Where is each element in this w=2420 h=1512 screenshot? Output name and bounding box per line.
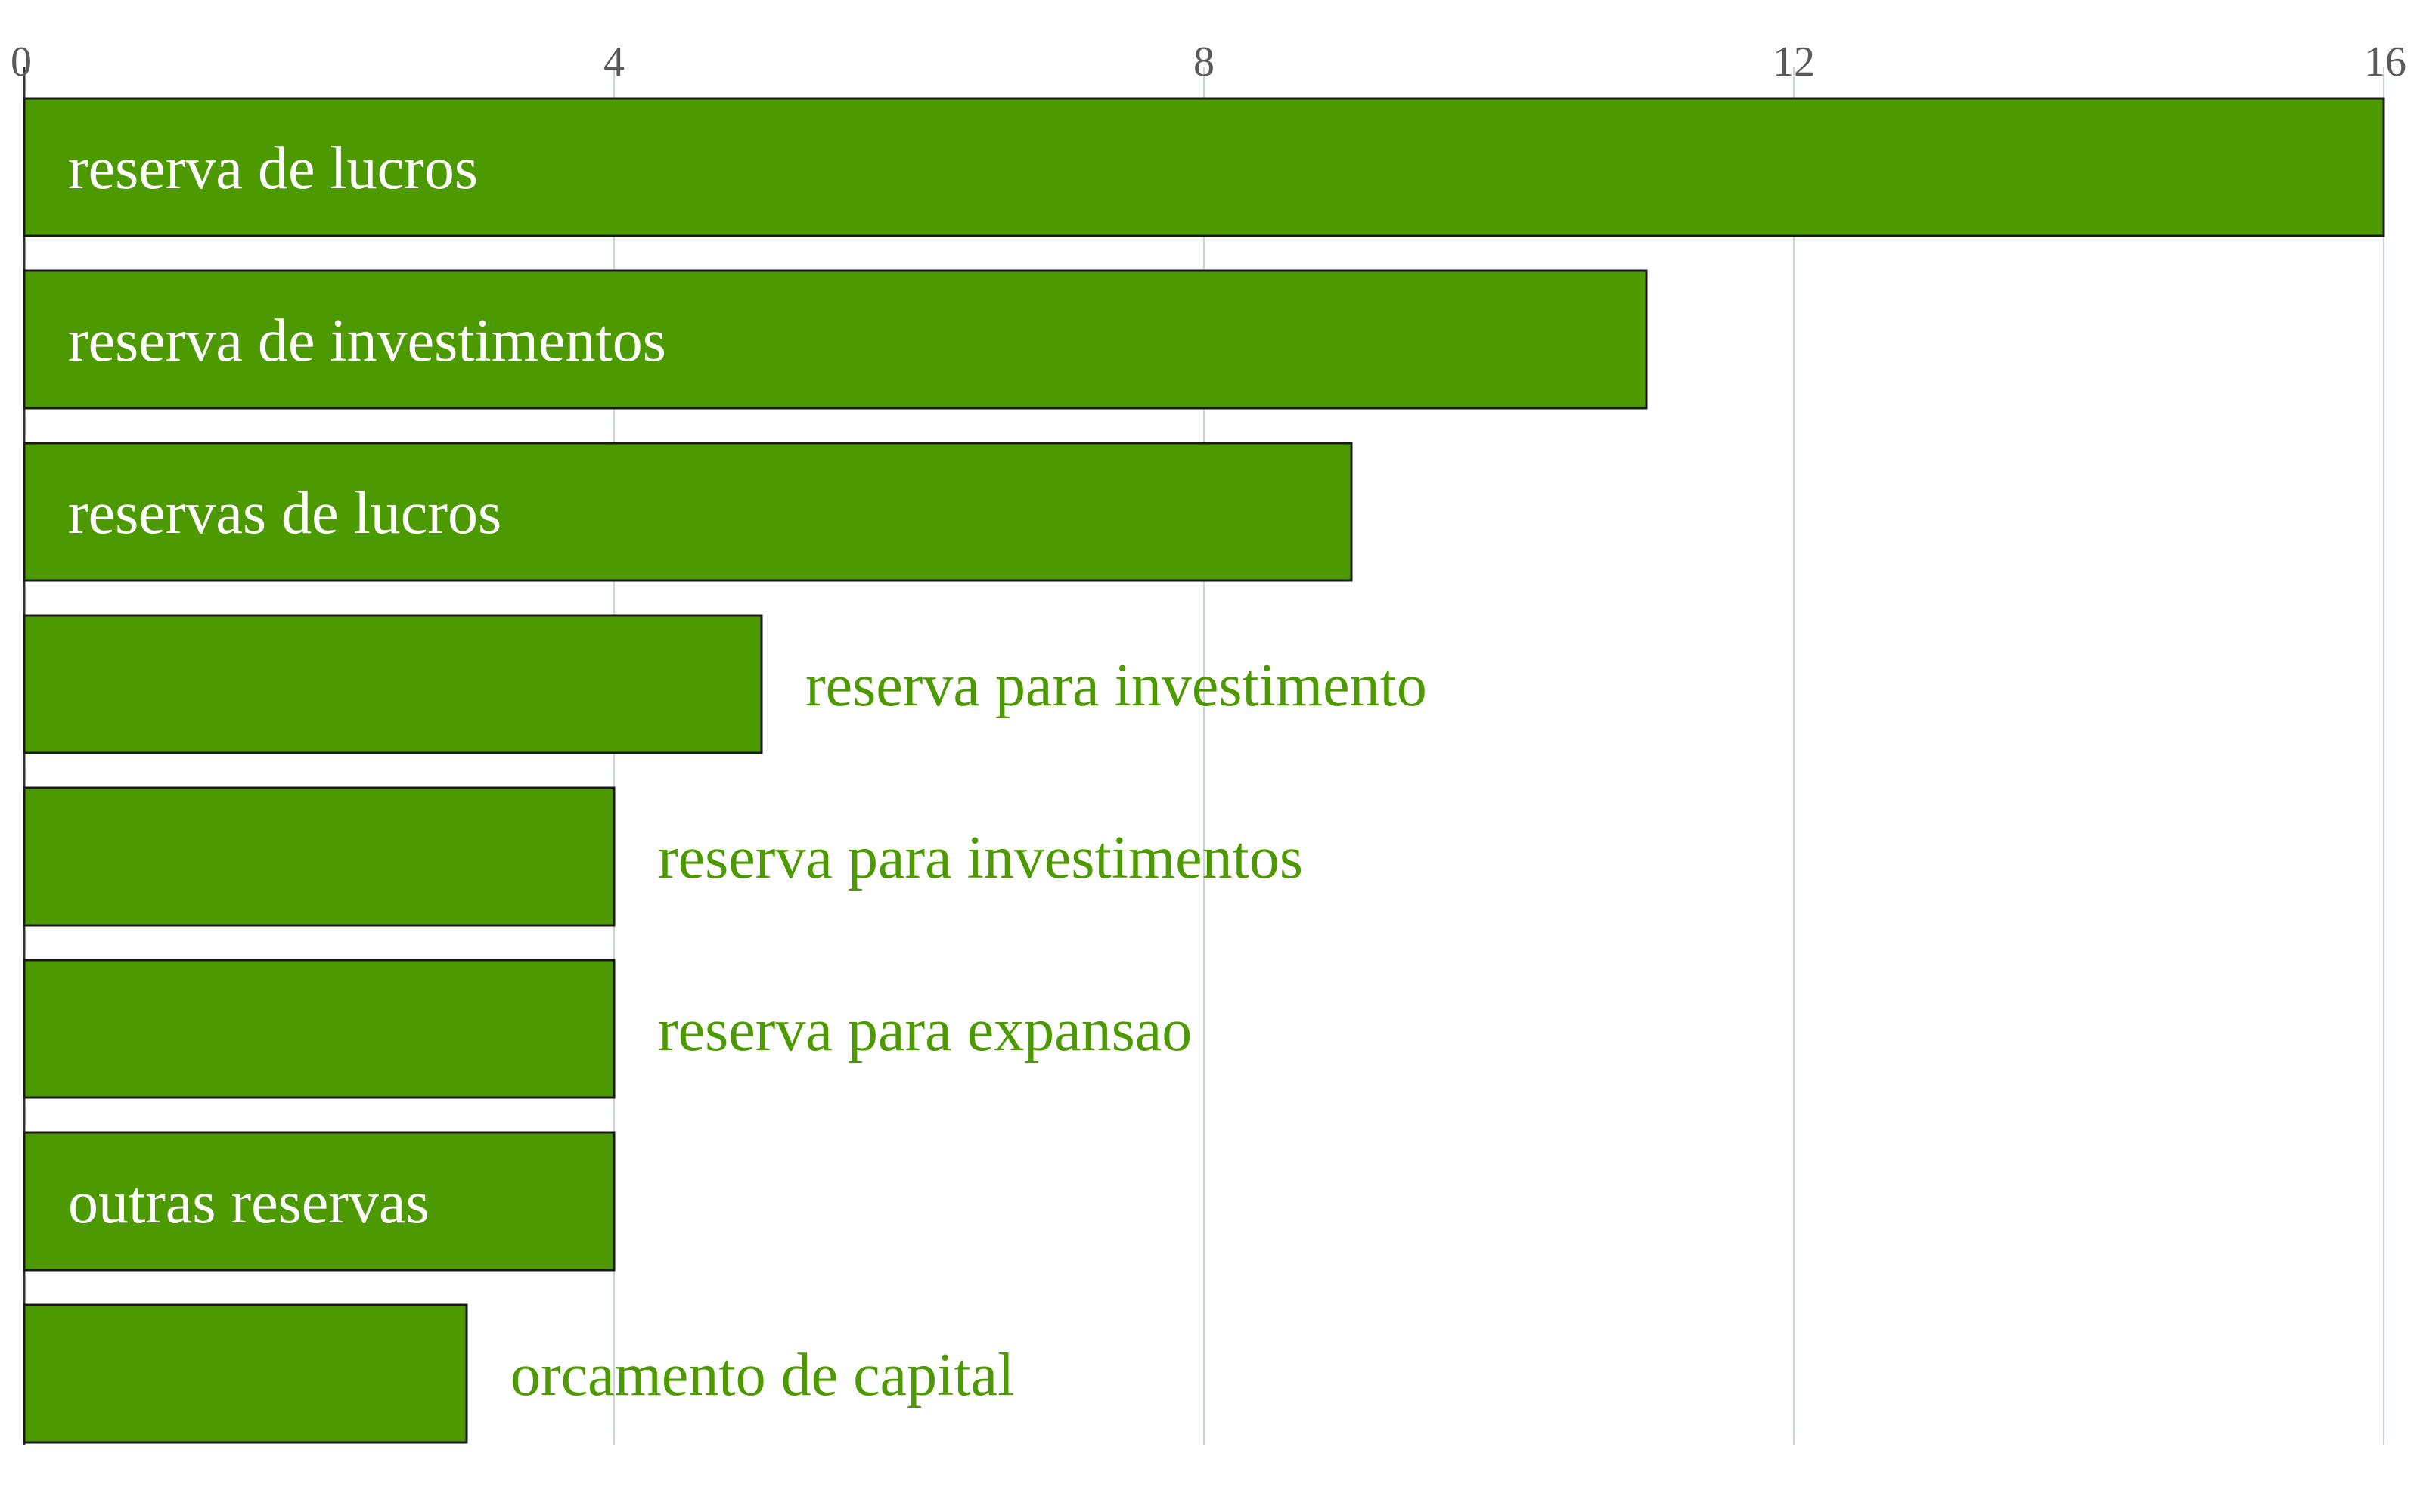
x-tick-label: 4 <box>603 39 625 85</box>
x-tick-label: 0 <box>11 39 32 85</box>
bar-label: reserva de lucros <box>68 135 478 202</box>
bar-label: reserva para expansao <box>658 997 1192 1064</box>
bar-label: reserva de investimentos <box>68 308 666 374</box>
bar-label: reserva para investimentos <box>658 825 1303 891</box>
bar <box>23 786 616 927</box>
bar <box>23 97 2385 237</box>
bar-label: outras reservas <box>68 1170 430 1236</box>
x-tick-label: 16 <box>2364 39 2406 85</box>
bar-label: orcamento de capital <box>510 1342 1014 1408</box>
x-tick-label: 12 <box>1773 39 1815 85</box>
bar <box>23 269 1648 410</box>
bar <box>23 614 763 754</box>
bar <box>23 442 1353 582</box>
x-tick-label: 8 <box>1193 39 1215 85</box>
bars: reserva de lucros reserva de investimento… <box>23 97 2385 1444</box>
bar <box>23 1303 468 1444</box>
bar <box>23 959 616 1099</box>
bar-label: reserva para investimento <box>805 652 1427 719</box>
bar <box>23 1131 616 1272</box>
x-axis: 0 4 8 12 16 <box>11 39 2406 85</box>
bar-label: reservas de lucros <box>68 480 501 547</box>
